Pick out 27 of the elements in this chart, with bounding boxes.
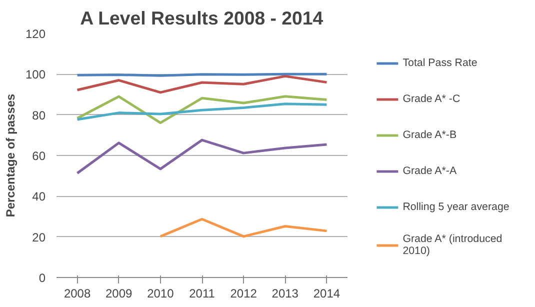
- y-tick-label: 100: [25, 68, 46, 82]
- y-tick-label: 40: [32, 190, 46, 204]
- x-tick-label: 2011: [189, 286, 216, 300]
- y-tick-label: 0: [38, 271, 46, 285]
- x-tick-label: 2013: [272, 286, 299, 300]
- x-tick-label: 2010: [147, 286, 174, 300]
- legend-label: Total Pass Rate: [402, 57, 478, 69]
- x-tick-label: 2012: [230, 286, 258, 300]
- line-series: [76, 74, 328, 94]
- legend-label: Grade A* (introduced 2010): [402, 233, 502, 257]
- legend-label: Grade A*-A: [402, 165, 457, 177]
- y-tick-label: 80: [32, 108, 46, 122]
- legend-label: Rolling 5 year average: [402, 201, 510, 213]
- line-series: [76, 138, 328, 174]
- legend-label: Grade A*-B: [402, 129, 457, 141]
- line-series: [76, 95, 328, 124]
- y-tick-label: 20: [32, 230, 46, 244]
- chart-title: A Level Results 2008 - 2014: [80, 8, 324, 28]
- y-tick-label: 60: [32, 149, 46, 163]
- y-axis-title: Percentage of passes: [3, 93, 18, 218]
- y-tick-label: 120: [25, 27, 46, 41]
- x-tick-label: 2008: [64, 286, 91, 300]
- legend-label: Grade A* -C: [402, 93, 460, 105]
- line-series: [159, 218, 328, 238]
- line-series: [76, 102, 328, 121]
- x-tick-label: 2014: [313, 286, 340, 300]
- x-tick-label: 2009: [106, 286, 133, 300]
